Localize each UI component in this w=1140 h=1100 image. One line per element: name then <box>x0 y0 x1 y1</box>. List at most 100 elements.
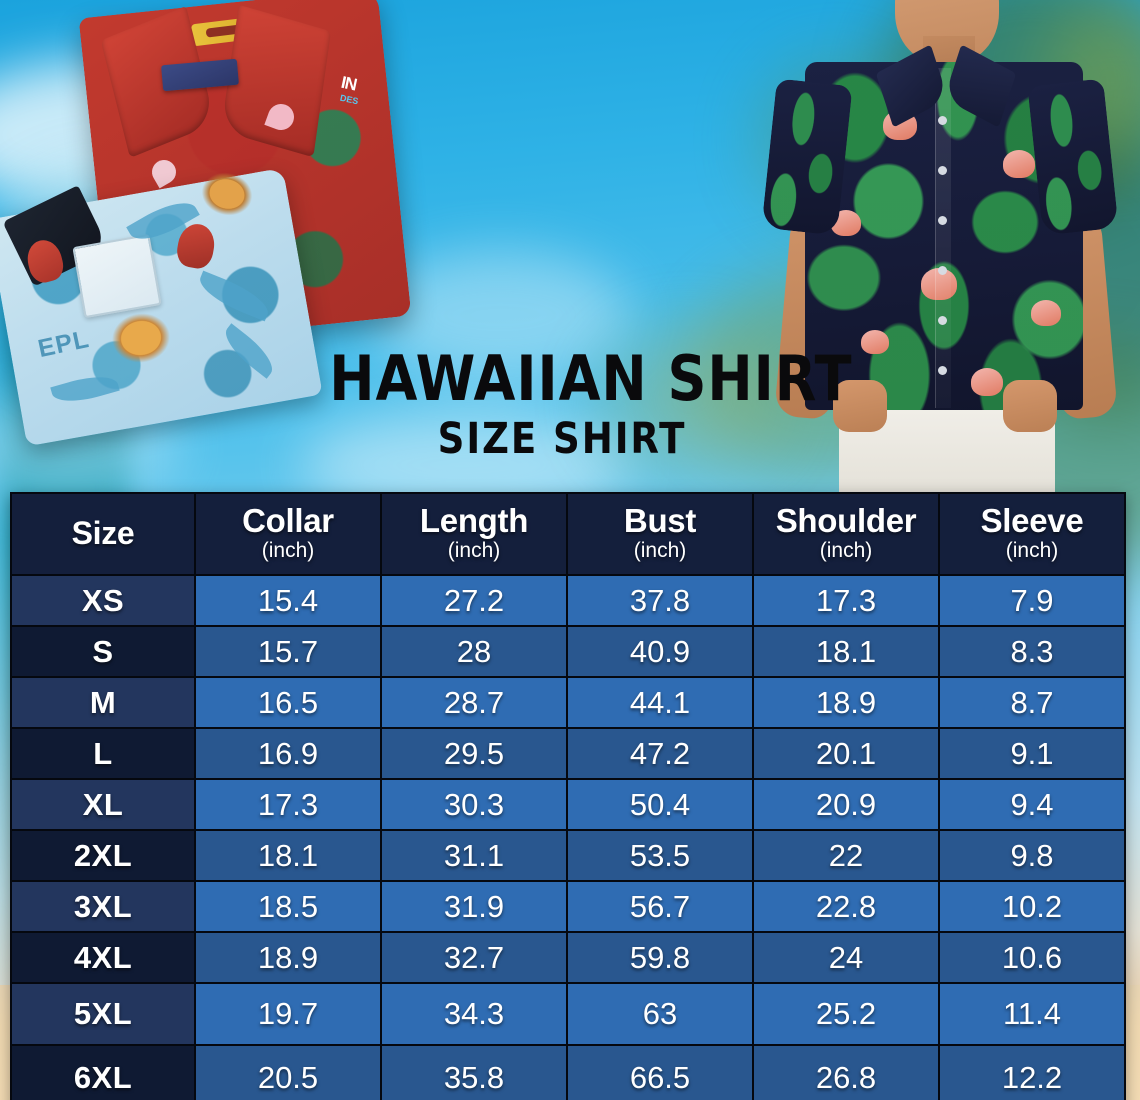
size-label-cell: XL <box>10 778 196 831</box>
measurement-cell-length: 32.7 <box>380 931 568 984</box>
measurement-cell-bust: 56.7 <box>566 880 754 933</box>
page-title: HAWAIIAN SHIRT <box>329 342 853 415</box>
measurement-cell-collar: 15.4 <box>194 574 382 627</box>
measurement-cell-bust: 40.9 <box>566 625 754 678</box>
col-header-unit: (inch) <box>1005 539 1059 562</box>
measurement-cell-shoulder: 24 <box>752 931 940 984</box>
measurement-cell-collar: 19.7 <box>194 982 382 1046</box>
measurement-cell-shoulder: 26.8 <box>752 1044 940 1100</box>
measurement-cell-sleeve: 9.1 <box>938 727 1126 780</box>
size-label-cell: 6XL <box>10 1044 196 1100</box>
table-col-header-shoulder: Shoulder (inch) <box>752 492 940 576</box>
table-col-header-sleeve: Sleeve (inch) <box>938 492 1126 576</box>
col-header-unit: (inch) <box>261 539 315 562</box>
measurement-cell-bust: 66.5 <box>566 1044 754 1100</box>
measurement-cell-length: 29.5 <box>380 727 568 780</box>
page-subtitle: SIZE SHIRT <box>437 414 687 464</box>
measurement-cell-collar: 18.9 <box>194 931 382 984</box>
col-header-label: Bust <box>623 502 697 539</box>
measurement-cell-length: 28 <box>380 625 568 678</box>
measurement-cell-bust: 47.2 <box>566 727 754 780</box>
table-header-row: Size Collar (inch) Length (inch) Bust (inch) Sh… <box>10 492 1126 576</box>
butterfly-motif <box>104 305 178 371</box>
model-photo <box>735 0 1140 495</box>
measurement-cell-sleeve: 9.4 <box>938 778 1126 831</box>
col-header-label: Size <box>71 514 135 551</box>
col-header-label: Shoulder <box>775 502 917 539</box>
measurement-cell-bust: 53.5 <box>566 829 754 882</box>
measurement-cell-shoulder: 22 <box>752 829 940 882</box>
table-row: M 16.5 28.7 44.1 18.9 8.7 <box>10 676 1126 729</box>
measurement-cell-shoulder: 17.3 <box>752 574 940 627</box>
measurement-cell-shoulder: 20.9 <box>752 778 940 831</box>
col-header-label: Sleeve <box>980 502 1084 539</box>
model-sleeve-left <box>761 78 853 236</box>
table-col-header-length: Length (inch) <box>380 492 568 576</box>
size-label-cell: 3XL <box>10 880 196 933</box>
measurement-cell-sleeve: 10.2 <box>938 880 1126 933</box>
table-row: S 15.7 28 40.9 18.1 8.3 <box>10 625 1126 678</box>
table-row: 4XL 18.9 32.7 59.8 24 10.6 <box>10 931 1126 984</box>
col-header-label: Length <box>419 502 529 539</box>
measurement-cell-collar: 15.7 <box>194 625 382 678</box>
measurement-cell-shoulder: 20.1 <box>752 727 940 780</box>
measurement-cell-length: 31.9 <box>380 880 568 933</box>
table-row: 3XL 18.5 31.9 56.7 22.8 10.2 <box>10 880 1126 933</box>
measurement-cell-bust: 59.8 <box>566 931 754 984</box>
shirt-button <box>938 166 947 175</box>
measurement-cell-length: 27.2 <box>380 574 568 627</box>
brand-subtext: DES <box>339 92 360 107</box>
size-label-cell: L <box>10 727 196 780</box>
shirt-button <box>938 316 947 325</box>
size-label-cell: 4XL <box>10 931 196 984</box>
table-col-header-bust: Bust (inch) <box>566 492 754 576</box>
table-header: Size Collar (inch) Length (inch) Bust (inch) Sh… <box>10 492 1126 576</box>
table-row: L 16.9 29.5 47.2 20.1 9.1 <box>10 727 1126 780</box>
shirt-button <box>938 216 947 225</box>
measurement-cell-sleeve: 8.3 <box>938 625 1126 678</box>
measurement-cell-bust: 37.8 <box>566 574 754 627</box>
shirt-button <box>938 116 947 125</box>
measurement-cell-bust: 50.4 <box>566 778 754 831</box>
measurement-cell-collar: 20.5 <box>194 1044 382 1100</box>
table-row: 5XL 19.7 34.3 63 25.2 11.4 <box>10 982 1126 1046</box>
size-label-cell: 5XL <box>10 982 196 1046</box>
table-row: 2XL 18.1 31.1 53.5 22 9.8 <box>10 829 1126 882</box>
measurement-cell-collar: 18.1 <box>194 829 382 882</box>
size-label-cell: XS <box>10 574 196 627</box>
measurement-cell-length: 35.8 <box>380 1044 568 1100</box>
shirt-button <box>938 366 947 375</box>
col-header-unit: (inch) <box>633 539 687 562</box>
blue-shirt-pocket <box>72 233 162 319</box>
flamingo-motif <box>1031 300 1061 326</box>
size-label-cell: M <box>10 676 196 729</box>
model-hand-right <box>1003 380 1057 432</box>
measurement-cell-length: 31.1 <box>380 829 568 882</box>
table-col-header-size: Size <box>10 492 196 576</box>
measurement-cell-collar: 18.5 <box>194 880 382 933</box>
model-hand-left <box>833 380 887 432</box>
table-row: XS 15.4 27.2 37.8 17.3 7.9 <box>10 574 1126 627</box>
measurement-cell-length: 28.7 <box>380 676 568 729</box>
flamingo-motif <box>971 368 1003 396</box>
measurement-cell-bust: 63 <box>566 982 754 1046</box>
table-row: 6XL 20.5 35.8 66.5 26.8 12.2 <box>10 1044 1126 1100</box>
measurement-cell-collar: 17.3 <box>194 778 382 831</box>
measurement-cell-collar: 16.5 <box>194 676 382 729</box>
flamingo-motif <box>1003 150 1035 178</box>
measurement-cell-length: 34.3 <box>380 982 568 1046</box>
measurement-cell-sleeve: 12.2 <box>938 1044 1126 1100</box>
measurement-cell-shoulder: 22.8 <box>752 880 940 933</box>
measurement-cell-sleeve: 7.9 <box>938 574 1126 627</box>
bokeh-blur <box>600 330 780 470</box>
flamingo-motif <box>861 330 889 354</box>
measurement-cell-sleeve: 8.7 <box>938 676 1126 729</box>
measurement-cell-sleeve: 9.8 <box>938 829 1126 882</box>
measurement-cell-collar: 16.9 <box>194 727 382 780</box>
shirt-button <box>938 266 947 275</box>
measurement-cell-bust: 44.1 <box>566 676 754 729</box>
measurement-cell-shoulder: 18.1 <box>752 625 940 678</box>
size-chart-table: Size Collar (inch) Length (inch) Bust (inch) Sh… <box>10 492 1126 1100</box>
col-header-label: Collar <box>242 502 334 539</box>
measurement-cell-shoulder: 25.2 <box>752 982 940 1046</box>
